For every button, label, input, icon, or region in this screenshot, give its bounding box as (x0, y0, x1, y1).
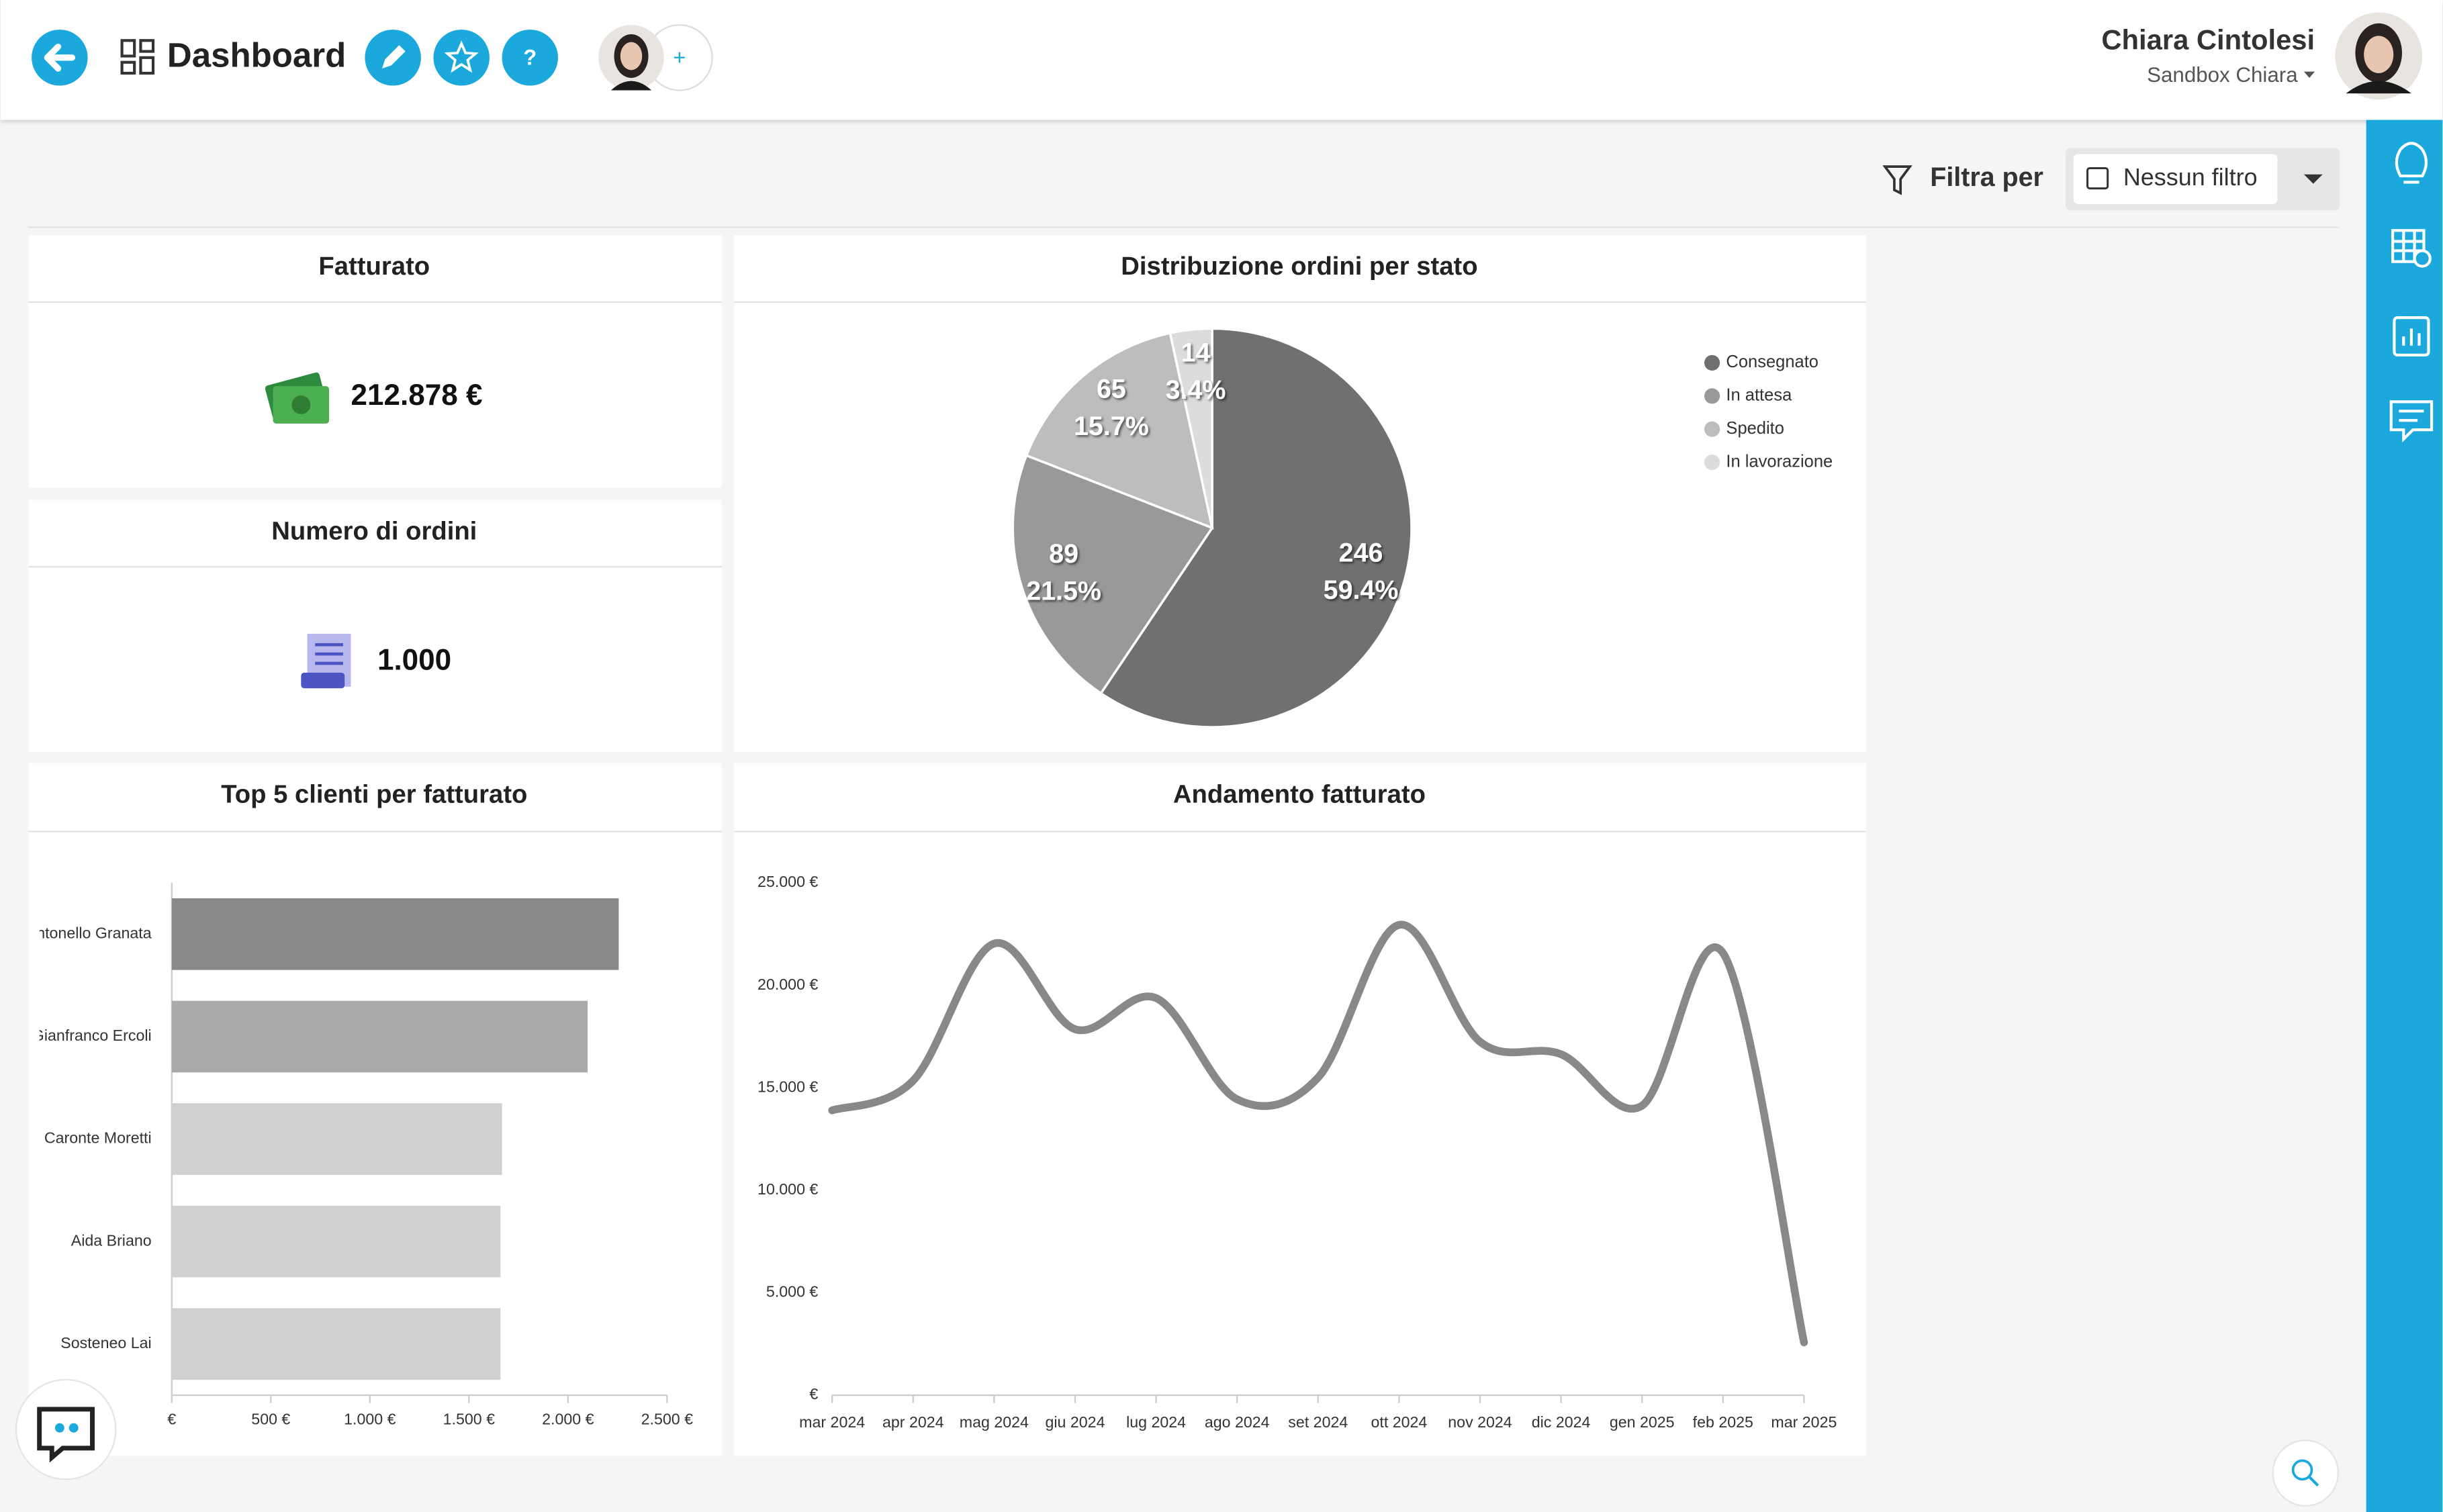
x-tick-label: 500 € (251, 1410, 290, 1427)
x-tick-label: ott 2024 (1371, 1413, 1427, 1431)
slice-percent-label: 21.5% (1026, 577, 1101, 606)
x-tick-label: apr 2024 (882, 1413, 944, 1431)
slice-value-label: 65 (1097, 375, 1126, 404)
line-series (828, 920, 1808, 1347)
chat-button[interactable] (15, 1378, 117, 1480)
svg-text:?: ? (523, 46, 537, 70)
legend-label: Spedito (1726, 419, 1784, 438)
bar (171, 898, 619, 970)
legend-marker (1704, 388, 1720, 404)
x-tick-label: dic 2024 (1532, 1413, 1591, 1431)
y-tick-label: Aida Briano (71, 1231, 152, 1249)
slice-percent-label: 3.4% (1166, 375, 1226, 405)
filter-icon (1882, 165, 1912, 195)
slice-percent-label: 59.4% (1324, 575, 1399, 605)
legend-marker (1704, 421, 1720, 437)
member-avatar (598, 25, 664, 91)
legend-marker (1704, 355, 1720, 371)
x-tick-label: set 2024 (1288, 1413, 1348, 1431)
pie-slice (1168, 327, 1213, 528)
slice-value-label: 14 (1181, 338, 1211, 368)
x-tick-label: 1.000 € (344, 1410, 396, 1427)
user-name: Chiara Cintolesi (2101, 24, 2315, 56)
help-button[interactable]: ? (502, 30, 558, 86)
pie-slice (1011, 454, 1214, 696)
y-tick-label: Caronte Moretti (44, 1129, 152, 1147)
y-tick-label: € (809, 1385, 818, 1403)
y-tick-label: 5.000 € (766, 1283, 818, 1301)
back-button[interactable] (32, 30, 88, 86)
y-tick-label: 15.000 € (757, 1078, 818, 1095)
chart-title: Distribuzione ordini per stato (1121, 252, 1477, 281)
x-tick-label: lug 2024 (1126, 1413, 1186, 1431)
document-icon (301, 633, 351, 689)
x-tick-label: nov 2024 (1448, 1413, 1512, 1431)
filter-value[interactable]: Nessun filtro (2123, 163, 2258, 191)
y-tick-label: 25.000 € (757, 873, 818, 890)
kpi-title: Fatturato (318, 252, 430, 281)
edit-button[interactable] (365, 30, 421, 86)
y-tick-label: Antonello Granata (26, 924, 152, 941)
y-tick-labels: Antonello Granata Gianfranco Ercoli Caront… (26, 924, 152, 1352)
legend-label: In attesa (1726, 386, 1792, 405)
chart-title: Andamento fatturato (1173, 779, 1426, 808)
favorite-button[interactable] (433, 30, 490, 86)
x-tick-label: mar 2024 (799, 1413, 865, 1431)
dashboard-icon (120, 39, 155, 75)
x-tick-label: 2.000 € (542, 1410, 594, 1427)
y-tick-label: 20.000 € (757, 976, 818, 993)
kpi-value: 1.000 (377, 643, 451, 676)
x-tick-label: giu 2024 (1046, 1413, 1105, 1431)
right-sidebar (2366, 120, 2443, 1512)
bar (171, 1103, 502, 1175)
y-tick-label: 10.000 € (757, 1180, 818, 1198)
pie-slice (1025, 331, 1214, 530)
kpi-value: 212.878 € (351, 379, 483, 412)
legend-marker (1704, 454, 1720, 471)
chart-title: Top 5 clienti per fatturato (221, 779, 527, 808)
zoom-button[interactable] (2272, 1439, 2340, 1507)
kpi-title: Numero di ordini (271, 516, 477, 545)
x-tick-label: 2.500 € (641, 1410, 693, 1427)
kpi-card: Numero di ordini 1.000 (28, 500, 722, 753)
filter-value-box[interactable] (2073, 154, 2278, 204)
svg-text:+: + (673, 46, 686, 70)
x-tick-label: € (167, 1410, 176, 1427)
legend-label: In lavorazione (1726, 452, 1833, 471)
workspace-caret[interactable] (2303, 71, 2315, 78)
x-tick-label: feb 2025 (1693, 1413, 1753, 1431)
calendar-icon (2086, 167, 2109, 190)
slice-percent-label: 15.7% (1074, 412, 1149, 441)
filter-label: Filtra per (1930, 162, 2043, 192)
money-icon (265, 372, 330, 424)
bar (171, 1205, 501, 1278)
chart-card: Andamento fatturato (734, 763, 1867, 1456)
x-tick-label: gen 2025 (1610, 1413, 1675, 1431)
y-tick-label: Gianfranco Ercoli (32, 1027, 152, 1044)
y-tick-label: Sosteneo Lai (60, 1334, 151, 1352)
legend-label: Consegnato (1726, 352, 1818, 371)
x-tick-label: mar 2025 (1771, 1413, 1837, 1431)
workspace-name[interactable]: Sandbox Chiara (2147, 63, 2298, 87)
x-tick-label: mag 2024 (960, 1413, 1029, 1431)
page-title: Dashboard (167, 36, 346, 74)
x-tick-label: 1.500 € (443, 1410, 495, 1427)
pie-slice (1099, 327, 1413, 728)
sidebar-icons[interactable] (2389, 142, 2434, 443)
user-avatar[interactable] (2335, 12, 2423, 100)
slice-value-label: 89 (1049, 539, 1078, 569)
bar (171, 1308, 501, 1380)
bar (171, 1000, 588, 1073)
kpi-card: Fatturato 212.878 € (28, 235, 722, 487)
slice-value-label: 246 (1339, 538, 1383, 567)
x-tick-label: ago 2024 (1205, 1413, 1270, 1431)
filter-caret[interactable] (2303, 174, 2323, 184)
